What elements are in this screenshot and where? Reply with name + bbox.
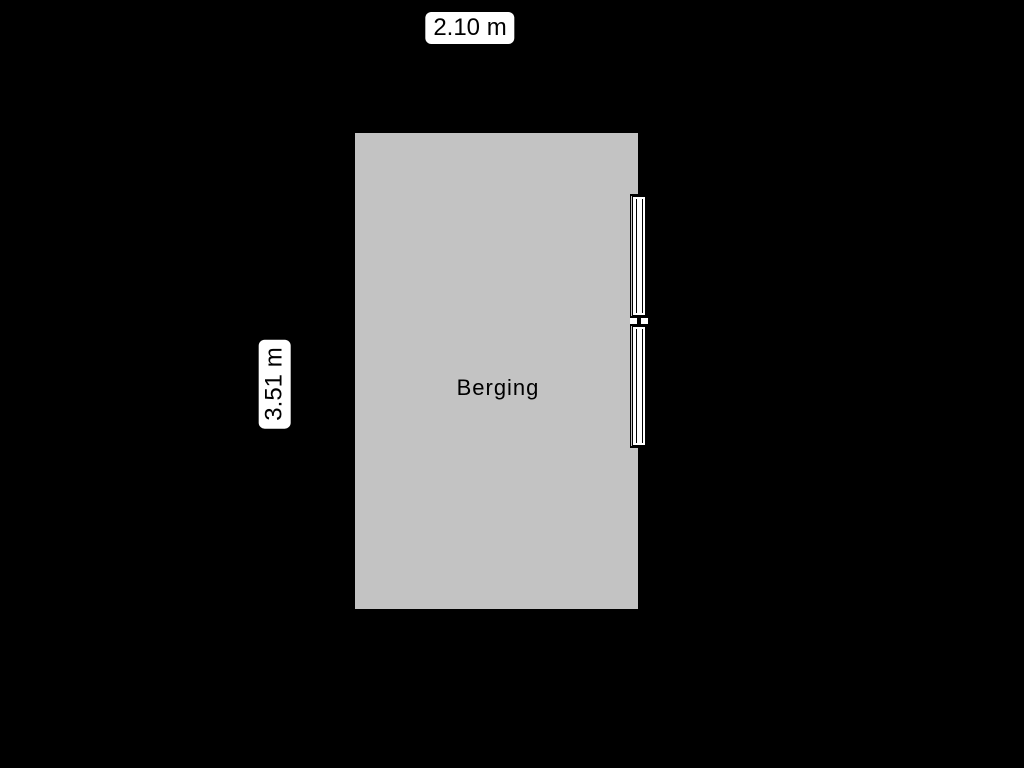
room-label: Berging: [457, 375, 540, 401]
door-double-icon: [630, 196, 648, 446]
dimension-width-label: 2.10 m: [425, 12, 514, 44]
room-berging: Berging: [353, 131, 640, 611]
floorplan-canvas: Berging 2.10 m 3.51 m: [0, 0, 1024, 768]
dimension-height-label: 3.51 m: [259, 339, 291, 428]
